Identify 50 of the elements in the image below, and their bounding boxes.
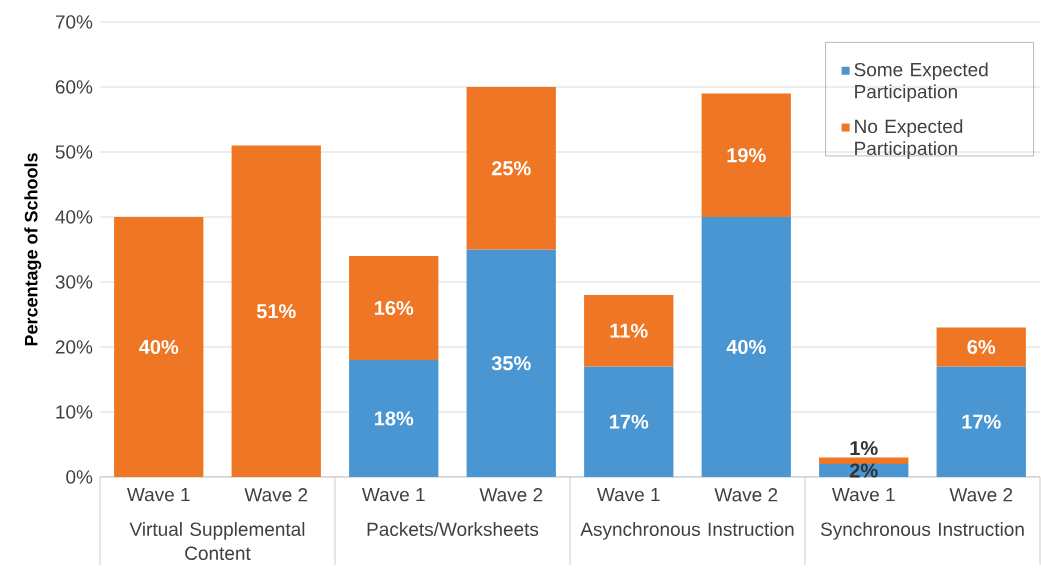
bar [819,457,909,464]
data-label: 35% [491,356,531,371]
legend-label: Some Expected Participation [854,62,988,103]
text: Synchronous Instruction [820,522,1024,540]
y-tick-label: 10% [56,405,93,419]
x-tick-label: Wave 2 [479,488,543,502]
data-label: 40% [139,339,179,355]
x-tick-label: Wave 1 [596,488,660,502]
text: Packets/Worksheets [367,522,539,537]
data-label: 16% [374,300,414,316]
data-label: 6% [967,339,996,355]
bar [231,145,321,477]
bar [466,86,556,250]
data-label: 11% [610,323,648,338]
y-tick-label: 60% [55,80,93,94]
bar [466,249,556,477]
text: Asynchronous Instruction [580,522,794,540]
y-tick-label: 70% [55,15,93,29]
y-tick-label: 30% [55,275,93,289]
data-label: 40% [726,339,766,355]
bar [114,216,204,477]
x-tick-label: Wave 2 [244,488,308,502]
bar [936,366,1026,477]
bar [349,255,439,360]
data-label: 18% [374,411,414,426]
text: Virtual Supplemental Content [129,522,305,561]
y-tick-label: 0% [66,470,93,484]
legend-label: No Expected Participation [855,119,963,159]
bar [701,216,791,477]
x-tick-label: Wave 1 [126,488,190,502]
bar [349,359,439,477]
x-tick-label: Wave 2 [714,488,778,502]
data-label: 1% [850,441,878,456]
data-label: 2% [849,463,878,478]
y-axis-title: Percentage of Schools [24,153,42,346]
bar [584,294,674,367]
x-tick-label: Wave 1 [361,488,425,502]
x-tick-label: Wave 1 [831,488,895,502]
bar [584,366,674,477]
data-label: 19% [727,148,766,163]
bar [936,327,1026,367]
data-label: 17% [962,414,1001,429]
data-label: 17% [609,414,649,429]
y-tick-label: 40% [55,210,93,224]
y-tick-label: 50% [55,145,93,159]
x-tick-label: Wave 2 [949,488,1013,502]
data-label: 25% [491,161,531,176]
y-tick-label: 20% [55,340,93,354]
data-label: 51% [256,304,296,319]
bar [701,93,791,217]
